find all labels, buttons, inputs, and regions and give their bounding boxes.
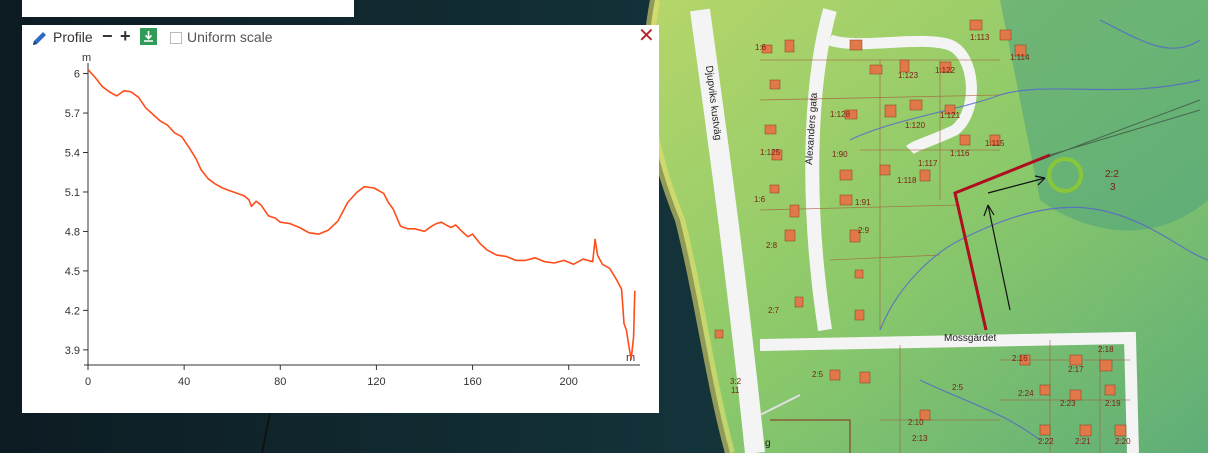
parcel-label: 1:114 <box>1010 53 1030 62</box>
x-tick-label: 200 <box>560 376 578 388</box>
road-label-alexanders: Alexanders gata <box>804 92 820 165</box>
y-tick-label: 6 <box>74 69 80 81</box>
parcel-label: 3:2 <box>730 377 742 386</box>
parcel-label: 2:9 <box>858 226 870 235</box>
parcel-label: 2:23 <box>1060 399 1076 408</box>
parcel-label: 2:8 <box>766 241 778 250</box>
profile-title: Profile <box>53 29 93 45</box>
parcel-label: 2:18 <box>1098 345 1114 354</box>
parcel-label: 2:5 <box>812 370 824 379</box>
parcel-label: 1:125 <box>760 148 781 157</box>
road-label-mossgardet: Mossgärdet <box>944 333 996 344</box>
y-tick-label: 3.9 <box>65 345 80 357</box>
parcel-label: 2:5 <box>952 383 964 392</box>
x-tick-label: 120 <box>367 376 385 388</box>
parcel-label: 11 <box>731 386 740 395</box>
ruler-pencil-icon <box>33 32 46 45</box>
y-tick-label: 5.7 <box>65 108 80 120</box>
top-white-bar <box>22 0 354 17</box>
download-icon <box>144 31 153 42</box>
x-tick-label: 160 <box>463 376 481 388</box>
parcel-label: 1:121 <box>940 111 961 120</box>
parcel-label: 2:16 <box>1012 354 1028 363</box>
close-button[interactable]: ✕ <box>638 25 655 47</box>
parcel-label: 1:117 <box>918 159 938 168</box>
parcel-label: 2:13 <box>912 434 928 443</box>
y-tick-label: 5.1 <box>65 187 80 199</box>
parcel-label: 2:2 <box>1105 169 1119 180</box>
y-tick-label: 4.2 <box>65 305 80 317</box>
parcel-label: 1:118 <box>897 176 917 185</box>
x-tick-label: 40 <box>178 376 190 388</box>
parcel-label: 1:113 <box>970 33 990 42</box>
uniform-scale-label[interactable]: Uniform scale <box>187 29 273 45</box>
parcel-label: 2:20 <box>1115 437 1131 446</box>
profile-panel: Profile − + Uniform scale ✕ 3.9 4.2 4.5 4.8… <box>22 25 659 413</box>
x-tick-label: 80 <box>274 376 286 388</box>
parcel-label: 1:120 <box>905 121 926 130</box>
download-button[interactable] <box>140 28 157 45</box>
parcel-label: 2:10 <box>908 418 924 427</box>
parcel-label: 1:6 <box>754 195 766 204</box>
parcel-label: 2:21 <box>1075 437 1091 446</box>
zoom-in-button[interactable]: + <box>120 26 131 46</box>
y-axis-unit-label: m <box>82 52 91 64</box>
parcel-label: 2:17 <box>1068 365 1084 374</box>
parcel-label: 1:123 <box>898 71 919 80</box>
parcel-label: 1:91 <box>855 198 871 207</box>
parcel-label: 1:122 <box>935 66 956 75</box>
elevation-series-line <box>87 69 636 360</box>
parcel-label: 1:90 <box>832 150 848 159</box>
parcel-label: g <box>765 438 771 449</box>
uniform-scale-checkbox[interactable] <box>170 32 182 44</box>
parcel-label: 1:116 <box>950 149 970 158</box>
y-tick-label: 4.5 <box>65 266 80 278</box>
parcel-label: 2:24 <box>1018 389 1034 398</box>
y-tick-label: 5.4 <box>65 148 80 160</box>
parcel-label: 2:7 <box>768 306 780 315</box>
parcel-label: 1:128 <box>830 110 851 119</box>
parcel-label: 2:22 <box>1038 437 1054 446</box>
parcel-label: 2:19 <box>1105 399 1121 408</box>
x-tick-label: 0 <box>85 376 91 388</box>
y-tick-label: 4.8 <box>65 226 80 238</box>
zoom-out-button[interactable]: − <box>102 26 113 46</box>
parcel-label: 1:6 <box>755 43 767 52</box>
parcel-label: 1:115 <box>985 139 1005 148</box>
parcel-label: 3 <box>1110 182 1116 193</box>
